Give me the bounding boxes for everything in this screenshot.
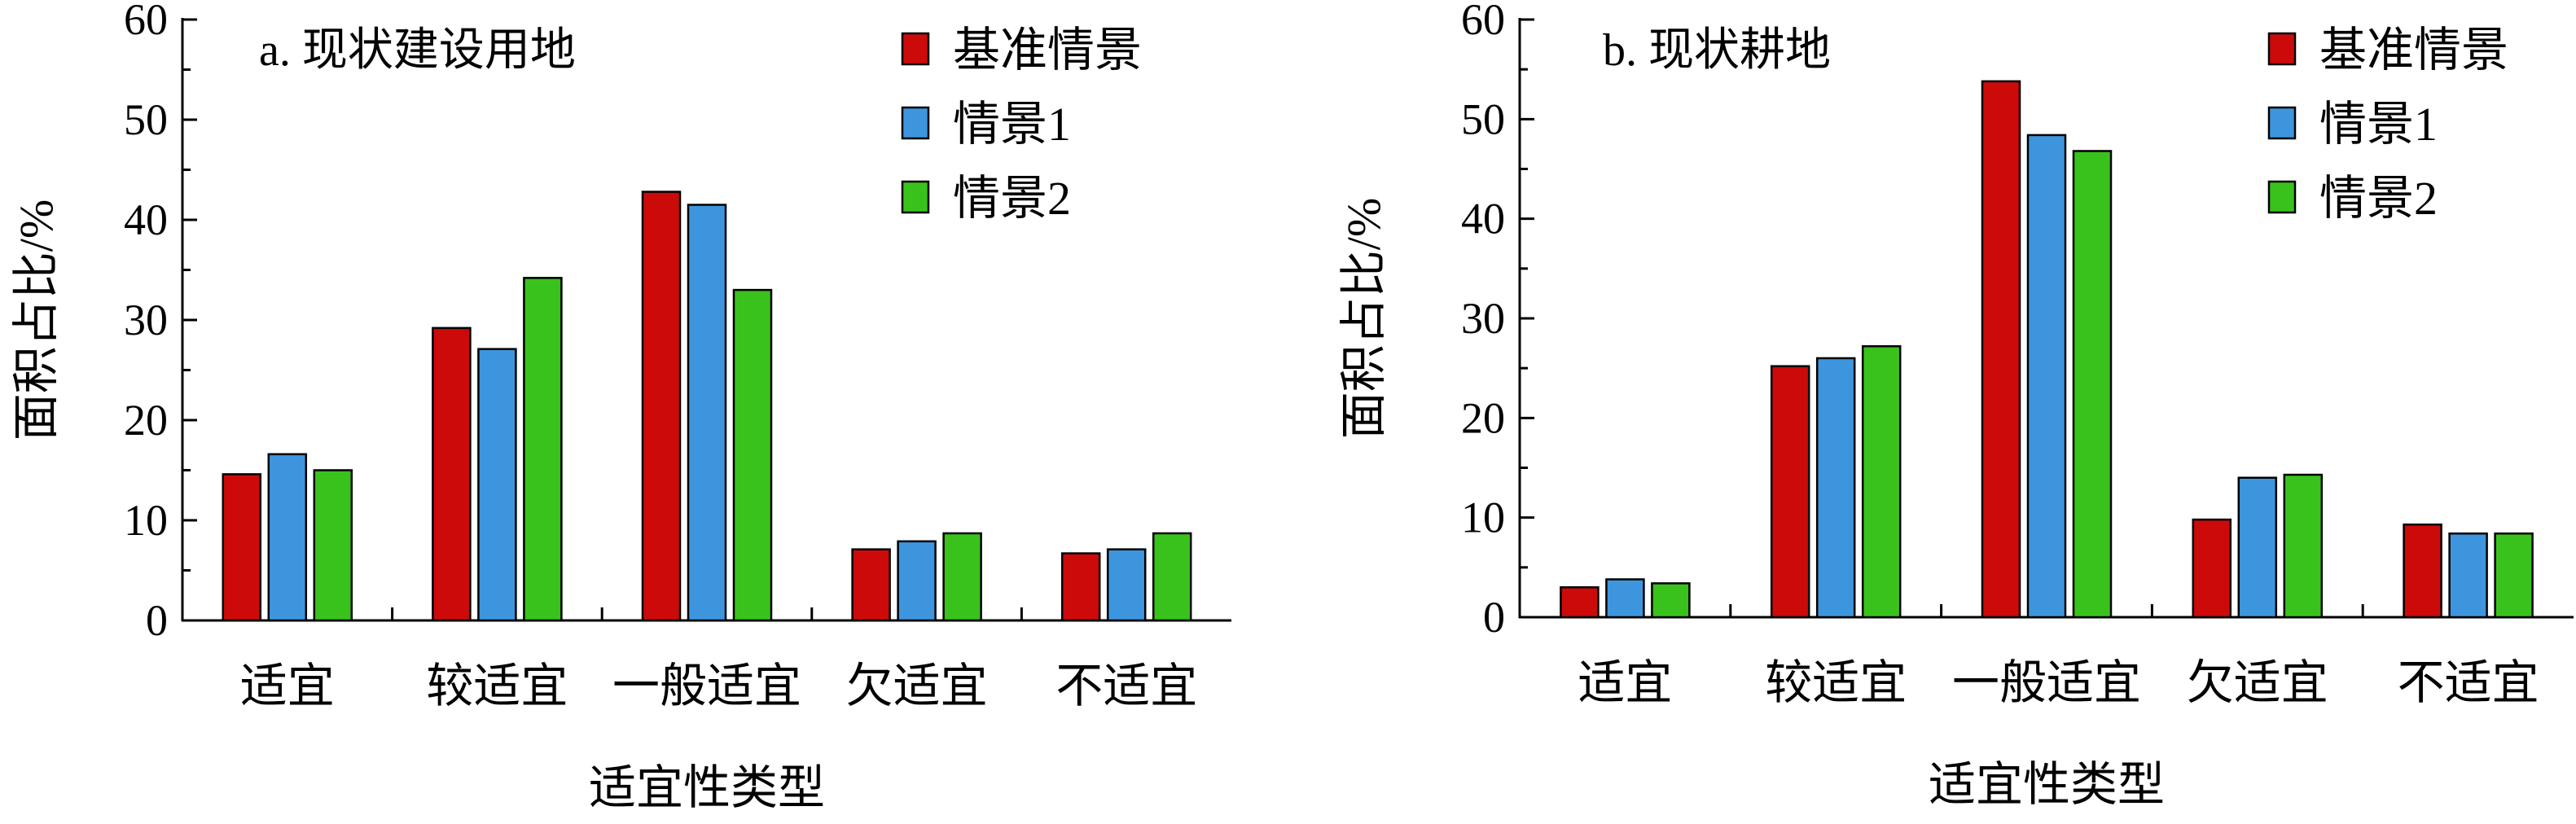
panel-title: b. 现状耕地 xyxy=(1603,25,1831,76)
legend-swatch xyxy=(2267,32,2297,66)
bar xyxy=(1981,80,2021,619)
bar xyxy=(1861,345,1902,619)
legend-label: 情景2 xyxy=(2319,172,2438,225)
y-tick-label: 40 xyxy=(124,195,168,244)
y-tick-label: 50 xyxy=(1461,94,1505,143)
bar xyxy=(523,277,563,622)
legend-swatch xyxy=(2267,106,2297,140)
legend-label: 情景1 xyxy=(2319,98,2438,151)
bar xyxy=(1060,552,1101,622)
x-tick-label: 不适宜 xyxy=(2398,656,2539,709)
bar xyxy=(2237,476,2278,619)
x-tick-label: 适宜 xyxy=(1578,656,1672,709)
y-tick-label: 20 xyxy=(124,396,168,445)
bar xyxy=(222,473,262,622)
bar xyxy=(942,532,982,622)
bar xyxy=(313,469,353,622)
y-axis-title: 面积占比/% xyxy=(1337,198,1390,439)
bar xyxy=(2494,532,2534,619)
bar xyxy=(2192,518,2232,619)
bar xyxy=(432,327,472,622)
bar xyxy=(732,288,773,622)
y-tick-label: 0 xyxy=(146,596,168,645)
x-axis-title: 适宜性类型 xyxy=(589,761,825,814)
legend-swatch xyxy=(901,106,930,140)
bar xyxy=(851,548,891,622)
bar xyxy=(687,204,727,622)
x-tick-label: 欠适宜 xyxy=(2187,656,2328,709)
bar xyxy=(1815,357,1856,619)
bar xyxy=(1651,582,1691,619)
x-tick-label: 较适宜 xyxy=(1765,656,1907,709)
x-tick-label: 一般适宜 xyxy=(1952,656,2141,709)
legend-swatch xyxy=(901,180,930,214)
bar xyxy=(1560,586,1600,619)
x-tick-label: 欠适宜 xyxy=(846,660,988,712)
x-tick-label: 适宜 xyxy=(240,660,335,712)
x-axis-title: 适宜性类型 xyxy=(1929,758,2165,811)
y-axis-title: 面积占比/% xyxy=(10,199,63,440)
y-tick-label: 40 xyxy=(1461,195,1505,243)
bar xyxy=(477,348,517,622)
bar xyxy=(2026,134,2067,619)
y-tick-label: 60 xyxy=(124,0,168,44)
bar xyxy=(2283,473,2324,619)
x-tick-label: 一般适宜 xyxy=(612,660,801,712)
y-tick-label: 30 xyxy=(1461,294,1505,343)
legend-label: 基准情景 xyxy=(2319,24,2508,77)
y-tick-label: 30 xyxy=(124,296,168,344)
y-tick-label: 20 xyxy=(1461,393,1505,442)
x-tick-label: 较适宜 xyxy=(426,660,568,712)
y-tick-label: 50 xyxy=(124,95,168,144)
x-tick-label: 不适宜 xyxy=(1055,660,1197,712)
y-tick-label: 0 xyxy=(1483,593,1505,642)
legend-swatch xyxy=(901,32,930,66)
bar xyxy=(2403,523,2442,619)
bar xyxy=(1106,548,1147,622)
y-tick-label: 10 xyxy=(1461,493,1505,542)
bar xyxy=(1605,578,1645,619)
y-tick-label: 60 xyxy=(1461,0,1505,44)
bar xyxy=(267,453,308,622)
bar xyxy=(1770,365,1810,619)
legend-swatch xyxy=(2267,180,2297,214)
y-tick-label: 10 xyxy=(124,496,168,545)
bar xyxy=(897,540,937,622)
bar xyxy=(2072,150,2113,619)
bar xyxy=(2448,532,2488,619)
legend-label: 基准情景 xyxy=(953,24,1142,77)
bar xyxy=(1152,532,1192,622)
bar xyxy=(641,191,682,622)
legend-label: 情景2 xyxy=(953,172,1071,225)
panel-title: a. 现状建设用地 xyxy=(259,25,576,76)
legend-label: 情景1 xyxy=(953,98,1071,151)
